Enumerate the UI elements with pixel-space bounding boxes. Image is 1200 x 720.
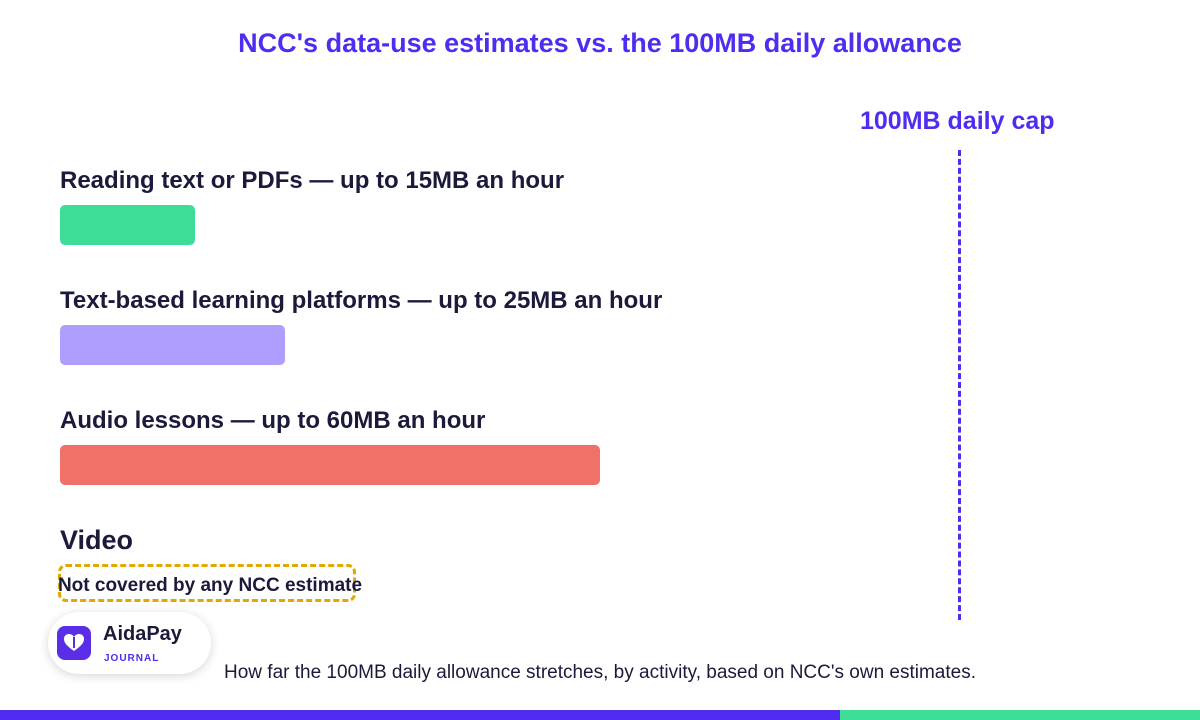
brand-logo: AidaPay JOURNAL (48, 612, 211, 674)
logo-name: AidaPay (103, 623, 182, 645)
footer-strip-secondary (840, 710, 1200, 720)
row-label-audio: Audio lessons — up to 60MB an hour (60, 407, 486, 434)
row-label-reading: Reading text or PDFs — up to 15MB an hou… (60, 167, 565, 194)
heart-icon (57, 626, 91, 660)
bar-audio (60, 445, 600, 485)
chart-caption: How far the 100MB daily allowance stretc… (224, 662, 976, 683)
logo-subtitle: JOURNAL (104, 653, 160, 664)
cap-reference-line (958, 150, 961, 620)
cap-label: 100MB daily cap (860, 107, 1055, 135)
not-covered-annotation: Not covered by any NCC estimate (57, 575, 363, 596)
bar-text-platforms (60, 325, 285, 365)
chart-title: NCC's data-use estimates vs. the 100MB d… (238, 28, 962, 58)
footer-strip-primary (0, 710, 840, 720)
row-label-text-platforms: Text-based learning platforms — up to 25… (60, 287, 663, 314)
row-label-video: Video (60, 525, 134, 555)
bar-reading (60, 205, 195, 245)
not-covered-box (58, 564, 356, 602)
